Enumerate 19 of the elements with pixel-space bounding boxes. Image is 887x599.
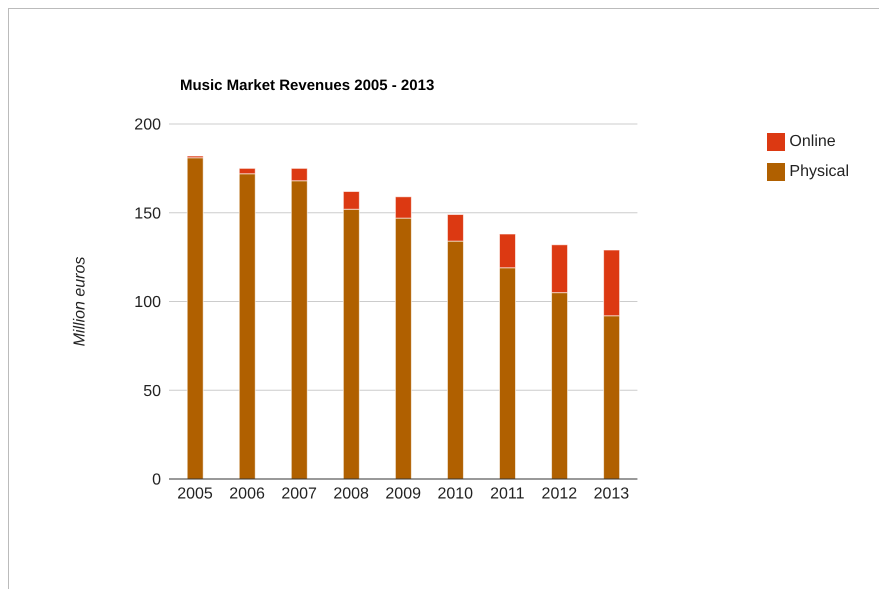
x-tick-label: 2009 [385, 485, 422, 502]
x-tick-label: 2006 [229, 485, 265, 502]
x-tick-label: 2010 [437, 485, 474, 502]
y-tick-label: 100 [134, 294, 162, 312]
legend-label: Physical [789, 163, 849, 180]
y-tick-label: 50 [143, 382, 162, 400]
y-tick-label: 0 [152, 472, 162, 489]
chart-title: Music Market Revenues 2005 - 2013 [180, 77, 434, 94]
legend-label: Online [789, 133, 836, 150]
x-tick-label: 2011 [490, 485, 525, 502]
x-tick-label: 2013 [594, 485, 630, 502]
x-tick-label: 2008 [333, 485, 370, 502]
y-axis-title: Million euros [72, 256, 89, 346]
bar [186, 157, 204, 479]
x-tick-label: 2012 [542, 485, 578, 502]
y-tick-label: 150 [134, 205, 162, 222]
x-tick-label: 2007 [281, 485, 318, 502]
y-tick-label: 200 [134, 116, 162, 134]
x-tick-label: 2005 [177, 485, 213, 502]
